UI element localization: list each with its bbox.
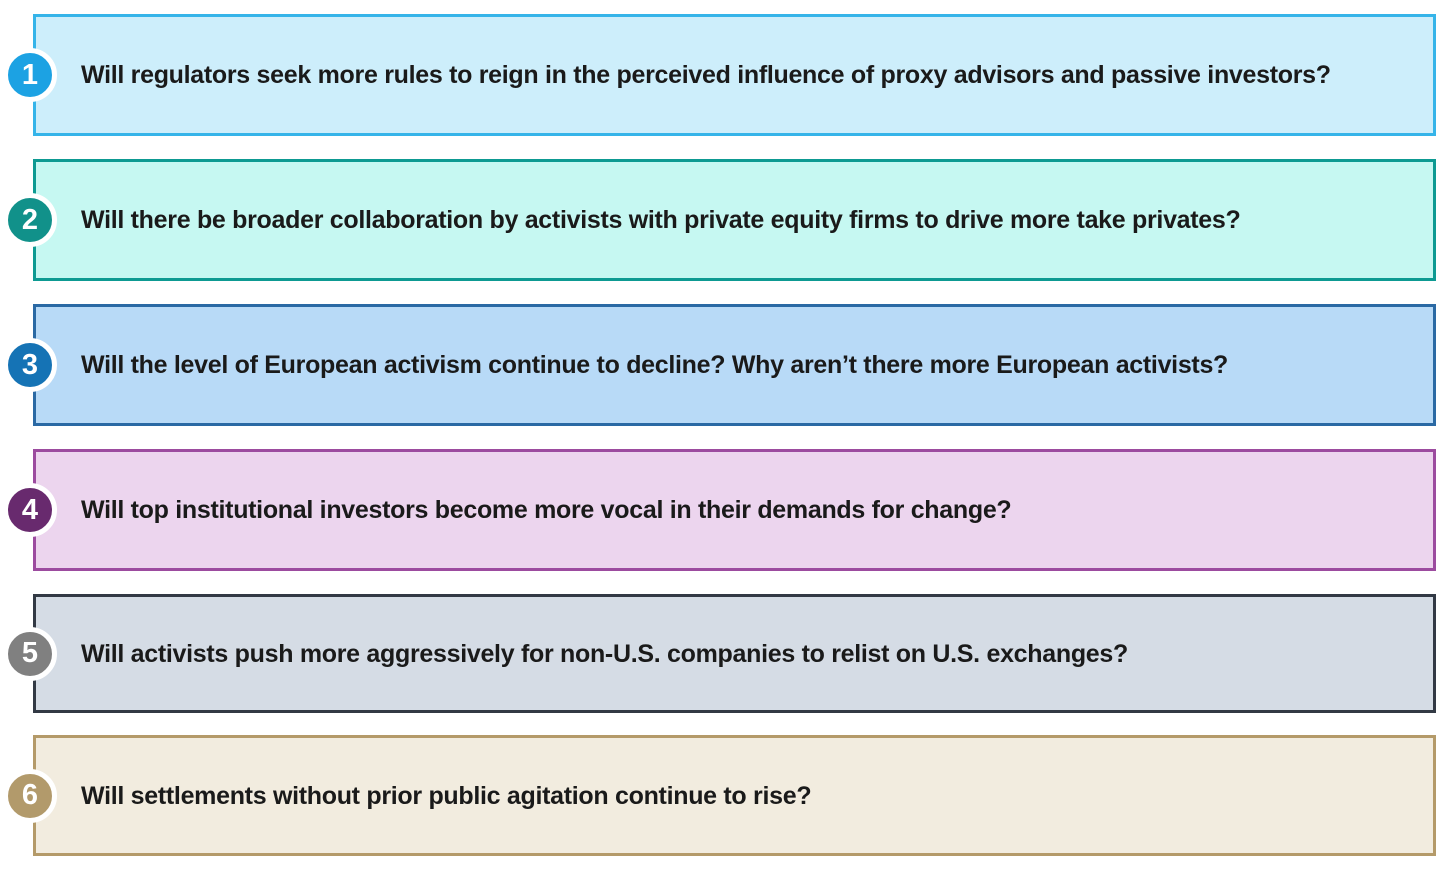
number-badge-4: 4 xyxy=(3,483,57,537)
number-badge-5: 5 xyxy=(3,626,57,681)
badge-number: 6 xyxy=(21,779,39,811)
question-text-3: Will the level of European activism cont… xyxy=(81,351,1229,379)
number-badge-3: 3 xyxy=(3,338,57,392)
number-badge-2: 2 xyxy=(3,193,57,247)
number-badge-1: 1 xyxy=(3,48,57,102)
question-text-1: Will regulators seek more rules to reign… xyxy=(81,61,1331,89)
question-text-4: Will top institutional investors become … xyxy=(81,496,1012,524)
badge-number: 4 xyxy=(21,493,39,526)
question-card-6: 6 Will settlements without prior public … xyxy=(3,735,1436,856)
question-card-1: 1 Will regulators seek more rules to rei… xyxy=(3,14,1436,136)
badge-number: 3 xyxy=(21,348,39,381)
badge-number: 5 xyxy=(21,637,39,669)
question-text-2: Will there be broader collaboration by a… xyxy=(81,206,1241,234)
question-card-3: 3 Will the level of European activism co… xyxy=(3,304,1436,426)
question-text-5: Will activists push more aggressively fo… xyxy=(81,639,1128,668)
question-text-6: Will settlements without prior public ag… xyxy=(81,781,812,810)
badge-number: 1 xyxy=(21,58,39,91)
question-card-2: 2 Will there be broader collaboration by… xyxy=(3,159,1436,281)
number-badge-6: 6 xyxy=(3,768,57,823)
badge-number: 2 xyxy=(21,203,39,236)
question-card-5: 5 Will activists push more aggressively … xyxy=(3,594,1436,713)
question-card-4: 4 Will top institutional investors becom… xyxy=(3,449,1436,571)
